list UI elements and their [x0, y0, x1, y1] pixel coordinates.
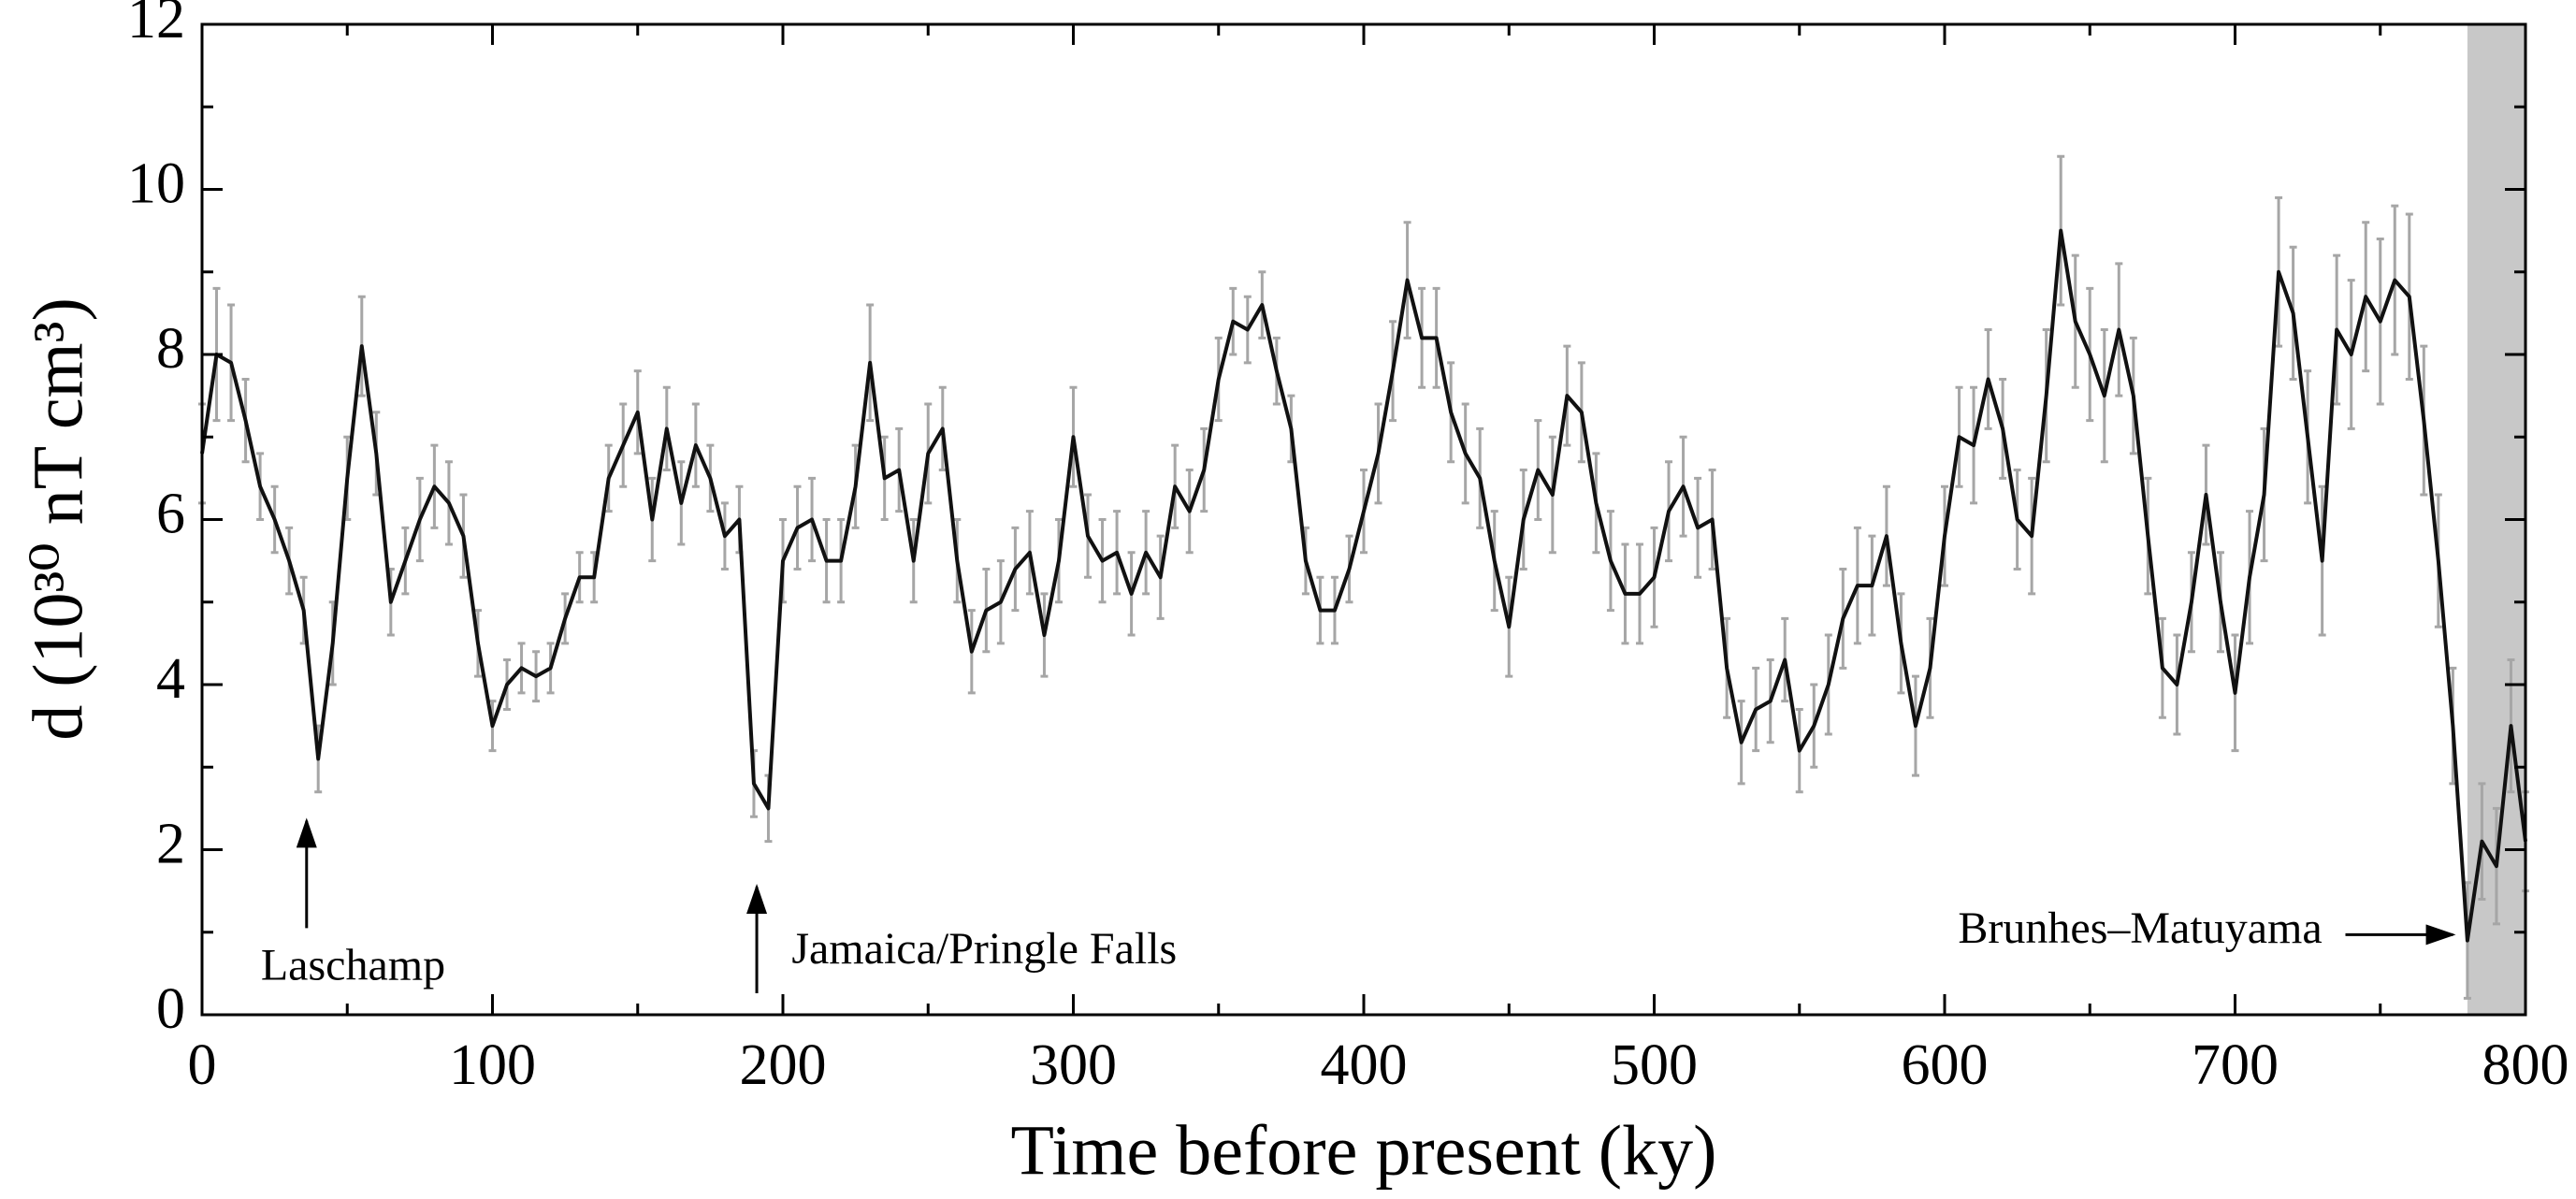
x-tick-label: 100 [449, 1033, 536, 1097]
x-tick-label: 700 [2192, 1033, 2279, 1097]
x-tick-label: 200 [740, 1033, 827, 1097]
y-tick-label: 0 [156, 977, 185, 1041]
annotation: Brunhes–Matuyama [1958, 903, 2322, 953]
x-axis-label: Time before present (ky) [1011, 1111, 1717, 1190]
annotation: Laschamp [261, 940, 445, 990]
y-tick-label: 4 [156, 647, 185, 711]
x-tick-label: 600 [1902, 1033, 1989, 1097]
annotation: Jamaica/Pringle Falls [791, 924, 1177, 974]
y-tick-label: 2 [156, 813, 185, 876]
y-axis-label: d (10³⁰ nT cm³) [19, 297, 97, 741]
y-tick-label: 8 [156, 317, 185, 381]
y-tick-label: 6 [156, 483, 185, 546]
x-tick-label: 800 [2482, 1033, 2569, 1097]
x-tick-label: 400 [1321, 1033, 1408, 1097]
x-tick-label: 0 [188, 1033, 217, 1097]
x-tick-label: 500 [1611, 1033, 1698, 1097]
x-tick-label: 300 [1030, 1033, 1117, 1097]
data-line [200, 228, 2527, 943]
y-tick-label: 10 [127, 152, 185, 216]
y-tick-label: 12 [127, 0, 185, 51]
